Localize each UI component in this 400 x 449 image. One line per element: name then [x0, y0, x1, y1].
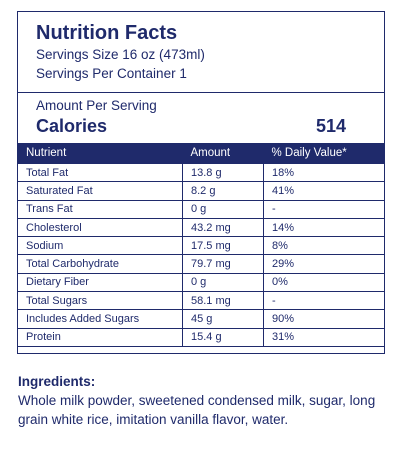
nutrition-facts-panel: Nutrition Facts Servings Size 16 oz (473…	[17, 11, 385, 354]
nutrient-amount: 79.7 mg	[182, 254, 264, 274]
nutrient-amount: 0 g	[182, 272, 264, 293]
calories-label: Calories	[36, 116, 108, 136]
nutrient-daily-value: 14%	[263, 217, 384, 238]
nutrient-name: Total Sugars	[18, 291, 183, 311]
serving-size: Servings Size 16 oz (473ml)	[36, 47, 205, 62]
table-row: Dietary Fiber 0 g 0%	[18, 272, 384, 293]
table-row: Protein 15.4 g 31%	[18, 327, 384, 347]
nutrient-name: Total Carbohydrate	[18, 254, 183, 274]
header-amount: Amount	[182, 143, 264, 164]
nutrient-name: Saturated Fat	[18, 181, 183, 201]
nutrient-name: Protein	[18, 327, 183, 347]
header-daily-value: % Daily Value*	[263, 143, 384, 164]
nutrient-daily-value: 90%	[263, 309, 384, 329]
table-row: Total Carbohydrate 79.7 mg 29%	[18, 254, 384, 274]
nutrient-name: Cholesterol	[18, 217, 183, 238]
table-row: Sodium 17.5 mg 8%	[18, 236, 384, 256]
nutrition-facts-title: Nutrition Facts	[36, 22, 178, 44]
table-row: Includes Added Sugars 45 g 90%	[18, 309, 384, 329]
nutrient-name: Dietary Fiber	[18, 272, 183, 293]
nutrient-table: Nutrient Amount % Daily Value* Total Fat…	[18, 143, 384, 347]
nutrient-name: Includes Added Sugars	[18, 309, 183, 329]
divider	[18, 92, 384, 93]
ingredients-text: Whole milk powder, sweetened condensed m…	[18, 393, 376, 427]
nutrient-amount: 17.5 mg	[182, 236, 264, 256]
table-row: Cholesterol 43.2 mg 14%	[18, 217, 384, 238]
nutrient-name: Trans Fat	[18, 199, 183, 219]
nutrient-daily-value: 18%	[263, 162, 384, 183]
nutrient-daily-value: 0%	[263, 272, 384, 293]
table-row: Trans Fat 0 g -	[18, 199, 384, 219]
nutrient-amount: 43.2 mg	[182, 217, 264, 238]
nutrient-daily-value: 29%	[263, 254, 384, 274]
table-row: Total Fat 13.8 g 18%	[18, 162, 384, 183]
nutrient-amount: 45 g	[182, 309, 264, 329]
table-row: Saturated Fat 8.2 g 41%	[18, 181, 384, 201]
nutrient-amount: 13.8 g	[182, 162, 264, 183]
amount-per-serving: Amount Per Serving	[36, 98, 157, 113]
servings-per-container: Servings Per Container 1	[36, 66, 187, 81]
nutrient-name: Sodium	[18, 236, 183, 256]
ingredients-title: Ingredients:	[18, 374, 96, 389]
table-row: Total Sugars 58.1 mg -	[18, 291, 384, 311]
nutrient-amount: 0 g	[182, 199, 264, 219]
nutrient-name: Total Fat	[18, 162, 183, 183]
nutrient-amount: 58.1 mg	[182, 291, 264, 311]
nutrient-daily-value: 41%	[263, 181, 384, 201]
calories-value: 514	[316, 116, 347, 136]
nutrient-daily-value: 31%	[263, 327, 384, 347]
nutrient-daily-value: -	[263, 199, 384, 219]
nutrient-amount: 8.2 g	[182, 181, 264, 201]
nutrient-daily-value: 8%	[263, 236, 384, 256]
header-nutrient: Nutrient	[18, 143, 183, 164]
nutrient-amount: 15.4 g	[182, 327, 264, 347]
nutrient-daily-value: -	[263, 291, 384, 311]
table-header-row: Nutrient Amount % Daily Value*	[18, 143, 384, 164]
